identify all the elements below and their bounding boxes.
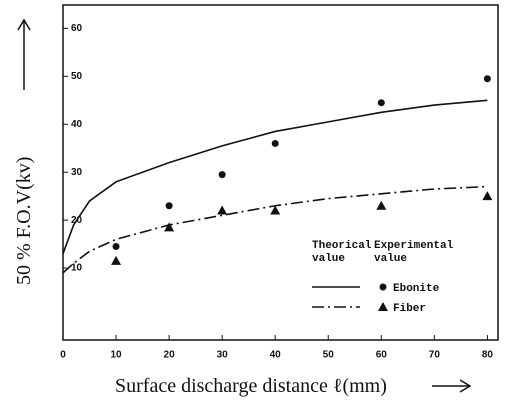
x-tick-label: 30 [217, 350, 229, 361]
point [379, 283, 387, 291]
theory-curve [62, 99, 488, 254]
point [482, 191, 493, 201]
x-tick-label: 10 [110, 350, 122, 361]
point [218, 171, 226, 179]
x-tick-label: 0 [60, 350, 66, 361]
point [112, 243, 120, 251]
y-arrow [17, 18, 31, 90]
y-axis-label: 50 % F.O.V(kv) [13, 157, 35, 285]
x-tick-label: 80 [482, 350, 494, 361]
point [377, 99, 385, 107]
y-tick-label: 10 [71, 263, 83, 274]
x-tick-label: 60 [376, 350, 388, 361]
point [164, 222, 175, 232]
x-axis-label: Surface discharge distance ℓ(mm) [115, 375, 387, 397]
legend-title: value [312, 253, 345, 265]
point [378, 302, 388, 311]
point [217, 205, 228, 215]
point [270, 205, 281, 215]
legend-label: Ebonite [393, 283, 440, 295]
x-tick-label: 40 [270, 350, 282, 361]
y-tick-label: 50 [71, 71, 83, 82]
legend-title: Experimental [374, 240, 454, 252]
legend-title: value [374, 253, 407, 265]
y-tick-label: 40 [71, 119, 83, 130]
x-tick-label: 20 [164, 350, 176, 361]
point [111, 255, 122, 265]
x-tick-label: 70 [429, 350, 441, 361]
y-tick-label: 30 [71, 167, 83, 178]
x-tick-label: 50 [323, 350, 335, 361]
point [483, 75, 491, 83]
x-arrow [432, 379, 472, 393]
legend-label: Fiber [393, 303, 426, 315]
point [376, 200, 387, 210]
theory-curve [62, 185, 488, 274]
y-tick-label: 60 [71, 23, 83, 34]
point [271, 139, 279, 147]
point [165, 202, 173, 210]
legend-title: Theorical [312, 240, 372, 252]
